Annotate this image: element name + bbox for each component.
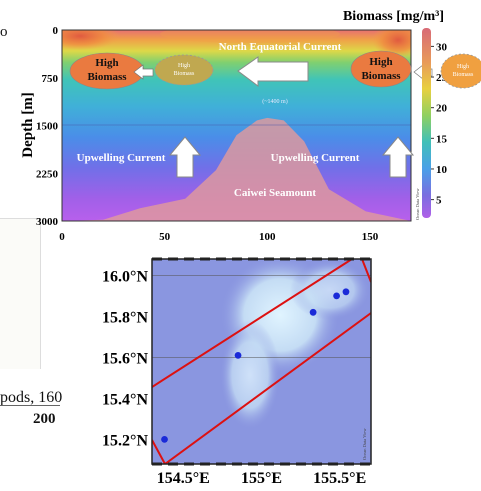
colorbar-ticks: 30 25 20 15 10 5: [431, 41, 448, 207]
station-point: [234, 351, 242, 359]
upwelling-arrow-left: [168, 136, 202, 178]
corridor-cap-left: [152, 439, 166, 464]
y-tick-label: 0: [53, 25, 59, 37]
left-fragment-legend: pods, 160: [0, 389, 63, 406]
high-biomass-left-l1: High: [95, 57, 118, 69]
seamount-depth-label: (~1400 m): [262, 98, 287, 105]
y-tick-label: 750: [42, 73, 59, 85]
colorbar-tick-label: 30: [436, 41, 448, 53]
latitude-tick-label: 15.6°N: [102, 350, 148, 367]
map-gridlines: [152, 274, 371, 358]
high-biomass-mid-l2: Biomass: [174, 71, 195, 77]
y-tick-label: 3000: [36, 216, 59, 228]
corridor-line-lower: [164, 312, 371, 464]
map-watermark: Ocean Data View: [362, 428, 367, 460]
seamount-shape: [62, 117, 411, 221]
nec-arrow: [237, 56, 309, 87]
high-biomass-mid-l1: High: [178, 63, 190, 69]
x-tick-label: 100: [259, 231, 276, 243]
plot-frame: [61, 29, 412, 222]
station-point: [333, 292, 340, 300]
high-biomass-right-l2: Biomass: [361, 70, 401, 82]
colorbar-title: Biomass [mg/m³]: [343, 9, 444, 24]
seamount-label: Caiwei Seamount: [234, 187, 317, 199]
x-tick-label: 150: [362, 231, 379, 243]
left-panel-fragment: o: [0, 0, 60, 491]
map-light-patch-2: [220, 320, 280, 430]
latitude-tick-labels: 15.2°N 15.4°N 15.6°N 15.8°N 16.0°N: [102, 268, 148, 449]
colorbar: [422, 28, 431, 218]
upwelling-arrow-right: [381, 136, 415, 178]
section-watermark: Ocean Data View: [415, 188, 420, 220]
colorbar-tick-label: 5: [436, 195, 442, 207]
left-fragment-tick: 200: [33, 411, 56, 427]
x-tick-labels: 0 50 100 150: [59, 231, 378, 243]
corridor-line-upper: [152, 259, 353, 388]
nec-label: North Equatorial Current: [219, 41, 342, 53]
station-points: [161, 288, 350, 443]
station-point: [161, 436, 168, 443]
left-fragment-axis: [0, 405, 60, 406]
high-biomass-right-l1: High: [369, 56, 392, 68]
colorbar-tick-label: 20: [436, 103, 448, 115]
longitude-tick-label: 155.5°E: [313, 470, 366, 487]
corridor-cap-right: [361, 259, 371, 283]
left-fragment-letter: o: [0, 24, 8, 40]
y-tick-label: 2250: [36, 168, 59, 180]
y-axis-label: Depth [m]: [20, 92, 36, 157]
station-point: [342, 288, 350, 296]
map-frame: [151, 258, 372, 465]
latitude-tick-label: 15.2°N: [102, 432, 148, 449]
high-biomass-outside-l1: High: [457, 64, 469, 70]
latitude-tick-label: 15.4°N: [102, 391, 148, 408]
colorbar-tick-label: 25: [436, 72, 448, 84]
high-biomass-outside-badge: [440, 53, 481, 89]
upwelling-right-label: Upwelling Current: [271, 152, 360, 164]
high-biomass-right-badge: [350, 50, 412, 88]
y-tick-label: 1500: [36, 121, 59, 133]
section-heatmap: [62, 30, 411, 221]
surface-warm-band: [160, 30, 340, 43]
high-biomass-left-l2: Biomass: [87, 71, 127, 83]
upwelling-left-label: Upwelling Current: [77, 152, 166, 164]
colorbar-tick-label: 15: [436, 133, 448, 145]
small-arrow-left: [133, 64, 154, 80]
y-tick-labels: 0 750 1500 2250 3000: [36, 25, 59, 228]
longitude-tick-label: 154.5°E: [157, 470, 210, 487]
depth-section-chart: Depth [m] 0 750 1500 2250 3000 0 50 100 150 Nor…: [20, 9, 481, 243]
station-point: [309, 308, 317, 316]
latitude-tick-label: 16.0°N: [102, 268, 148, 285]
x-tick-label: 0: [59, 231, 65, 243]
x-tick-label: 50: [159, 231, 171, 243]
station-map-chart: 15.2°N15.4°N15.6°N15.8°N16.0°N 154.5°E 15…: [102, 257, 372, 487]
longitude-tick-labels: 154.5°E 155°E 155.5°E: [157, 470, 367, 487]
high-biomass-mid-badge: [154, 54, 214, 86]
latitude-tick-label: 15.8°N: [102, 309, 148, 326]
left-fragment-panel: [0, 218, 41, 369]
surface-hotspot-left: [62, 30, 120, 50]
longitude-tick-label: 155°E: [241, 470, 282, 487]
map-field: [152, 259, 371, 464]
high-biomass-outside-l2: Biomass: [453, 72, 474, 78]
colorbar-tick-label: 10: [436, 164, 448, 176]
section-annotations: North Equatorial Current High Biomass Hi…: [69, 41, 433, 199]
